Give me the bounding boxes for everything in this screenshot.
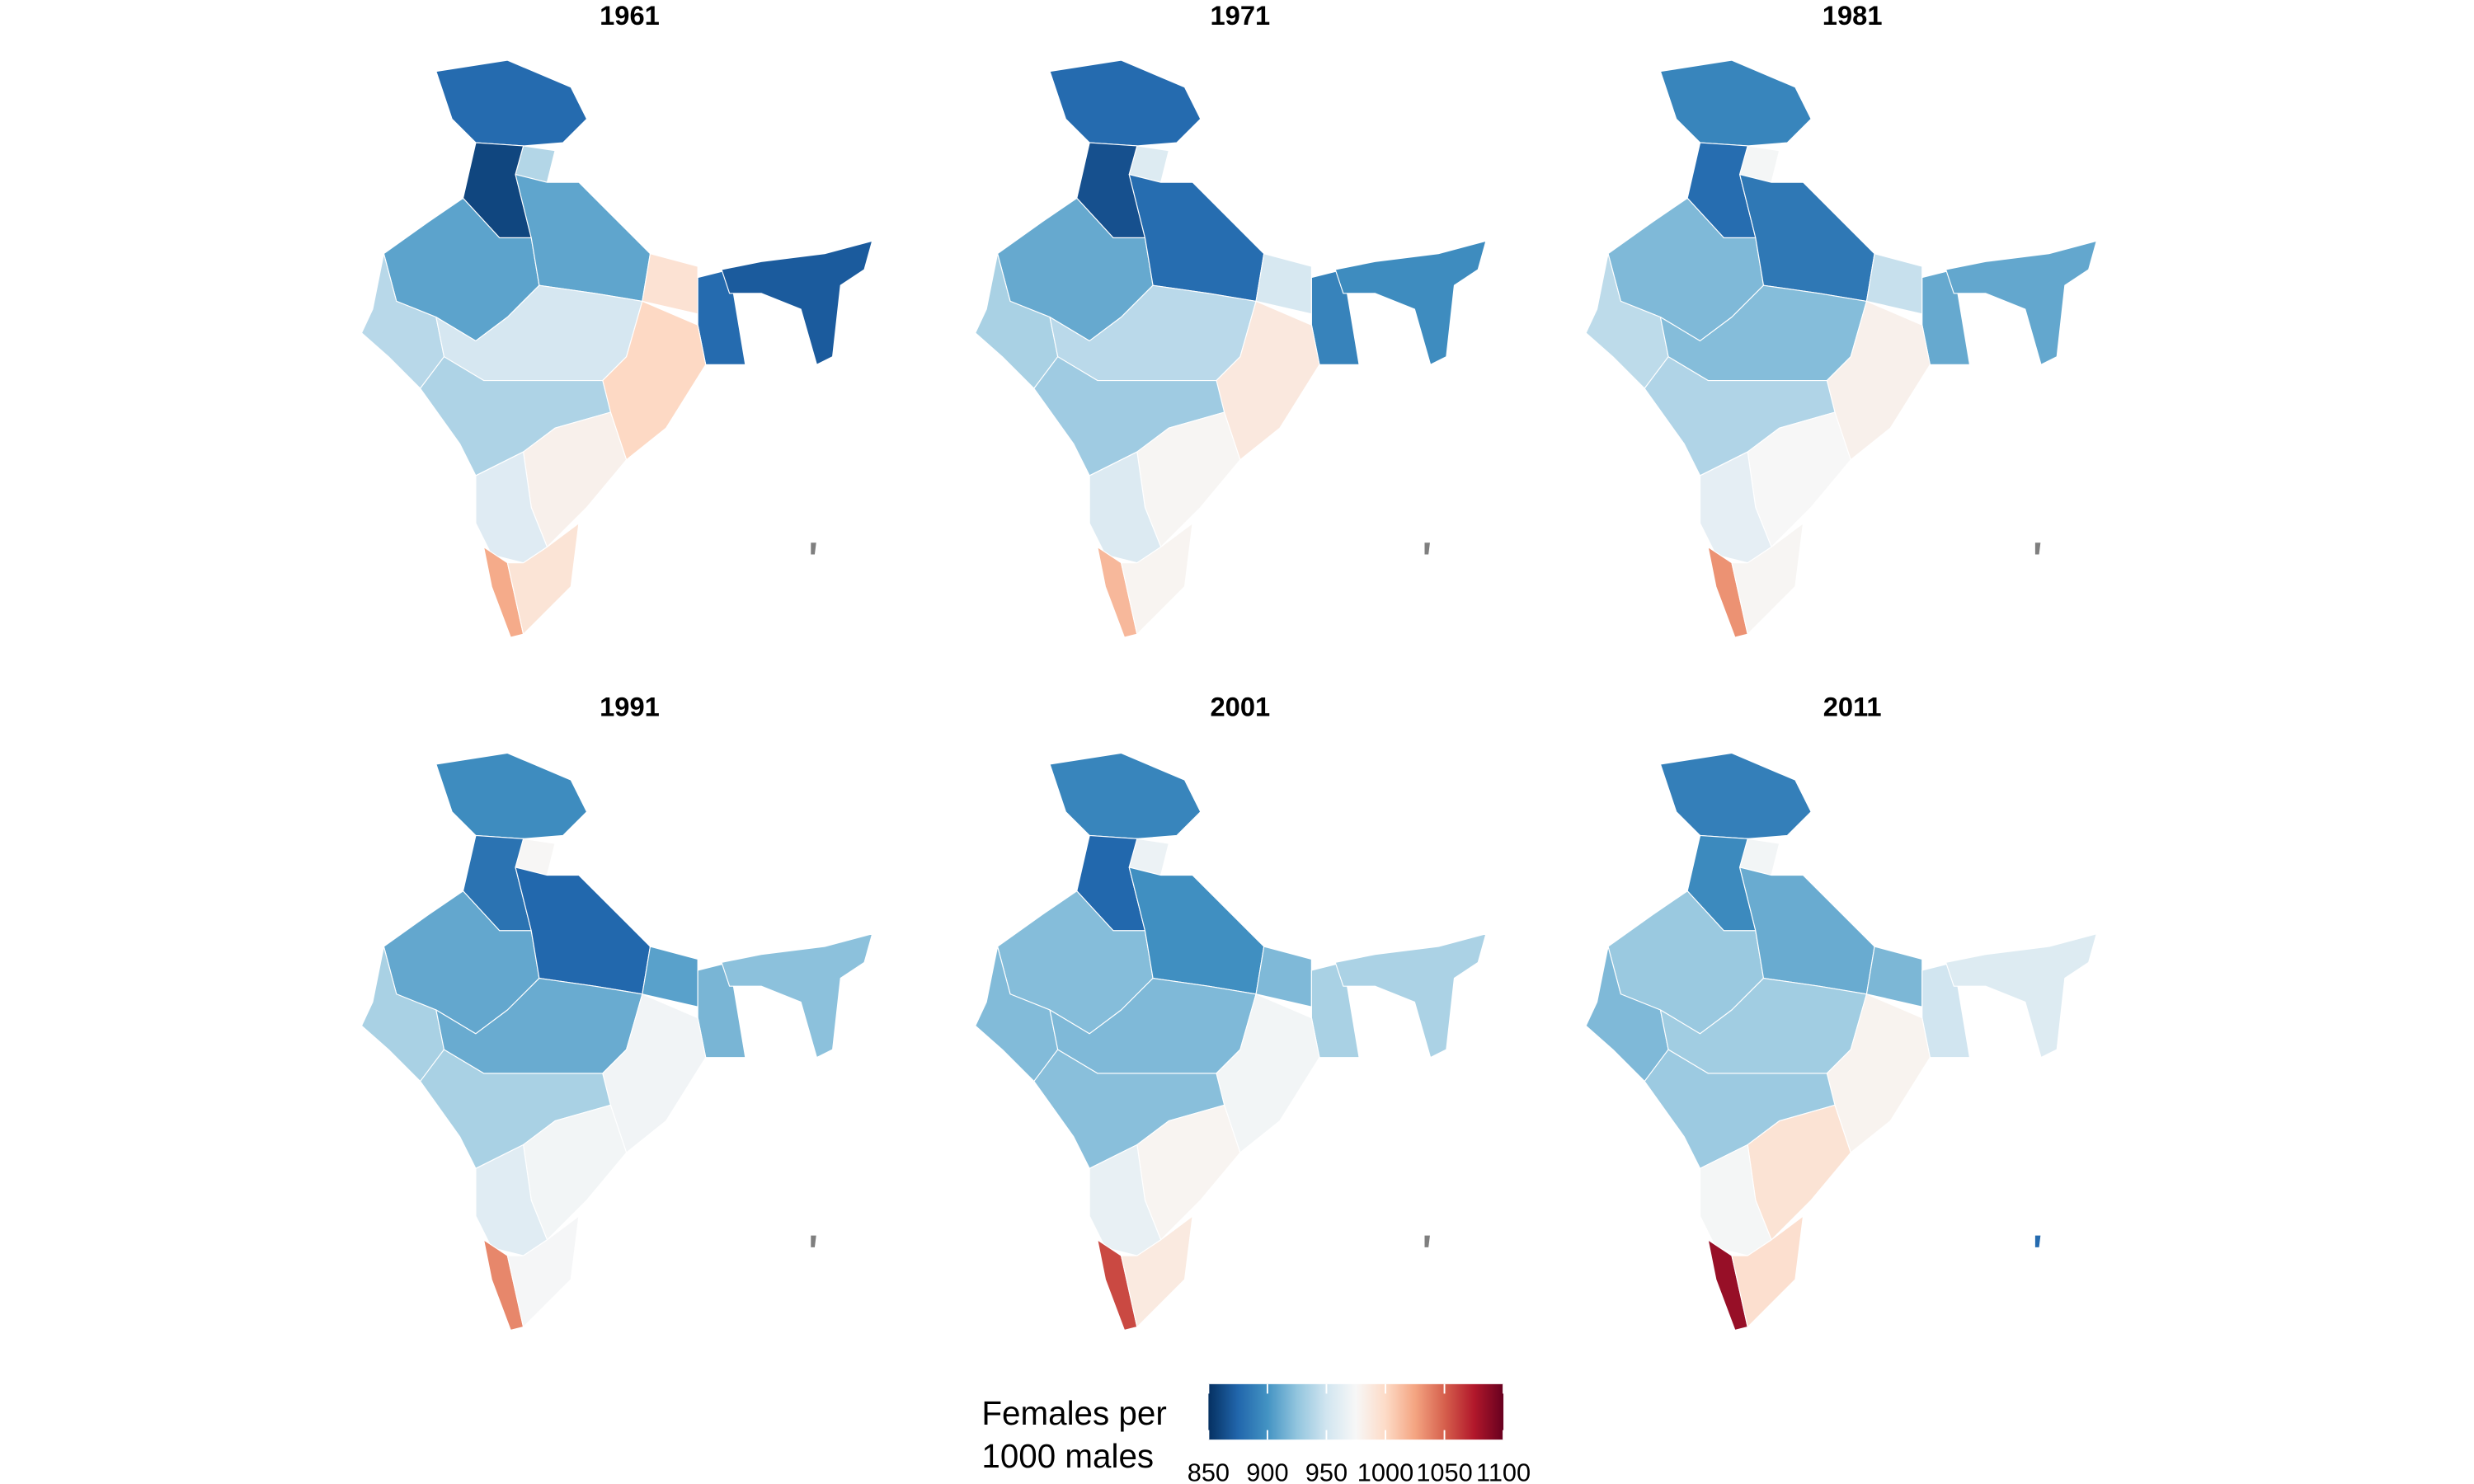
region (721, 933, 873, 1059)
region (1731, 523, 1804, 635)
region (1097, 546, 1138, 638)
region (1659, 752, 1812, 839)
region (506, 523, 580, 635)
panel-title: 2011 (1823, 691, 1882, 721)
colorbar-tick-label: 1100 (1476, 1458, 1531, 1484)
region (482, 1239, 524, 1331)
region (810, 542, 817, 556)
panel-title: 1961 (600, 0, 660, 31)
region (1097, 1239, 1138, 1331)
panel-title: 1971 (1210, 0, 1270, 31)
region (1423, 1234, 1432, 1249)
map (360, 59, 873, 638)
region (506, 1215, 580, 1328)
panel-title: 2001 (1210, 691, 1270, 721)
region (721, 240, 873, 365)
legend-title: Females per (981, 1394, 1166, 1432)
region (1423, 542, 1432, 556)
region (1049, 752, 1202, 839)
colorbar-tick-label: 900 (1246, 1458, 1288, 1484)
colorbar-tick-label: 950 (1305, 1458, 1348, 1484)
region (1659, 59, 1812, 147)
region (482, 546, 524, 638)
region (435, 59, 588, 147)
map (975, 59, 1487, 638)
region (1121, 523, 1193, 635)
colorbar-tick-label: 1050 (1416, 1458, 1472, 1484)
region (810, 1234, 817, 1249)
legend-title: 1000 males (981, 1437, 1154, 1475)
map (1585, 752, 2097, 1331)
region (1731, 1215, 1804, 1328)
panel-title: 1981 (1823, 0, 1883, 31)
region (1334, 933, 1487, 1059)
map (1585, 59, 2097, 638)
map (975, 752, 1487, 1331)
region (2034, 542, 2042, 556)
colorbar-tick-label: 850 (1188, 1458, 1230, 1484)
colorbar (1208, 1383, 1504, 1440)
region (1334, 240, 1487, 365)
region (1121, 1215, 1193, 1328)
region (2034, 1234, 2042, 1249)
panel-title: 1991 (600, 691, 660, 721)
region (1945, 933, 2097, 1059)
region (1707, 546, 1748, 638)
region (1049, 59, 1202, 147)
region (435, 752, 588, 839)
map (360, 752, 873, 1331)
colorbar-tick-label: 1000 (1357, 1458, 1413, 1484)
region (1707, 1239, 1748, 1331)
region (1945, 240, 2097, 365)
